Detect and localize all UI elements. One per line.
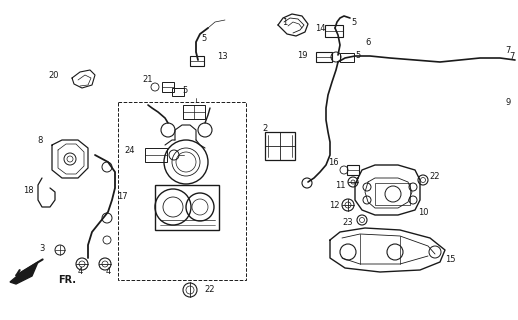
Text: 2: 2 xyxy=(263,124,268,132)
Text: 4: 4 xyxy=(105,268,111,276)
Text: 10: 10 xyxy=(418,207,428,217)
Text: 18: 18 xyxy=(23,186,33,195)
Bar xyxy=(118,102,246,280)
Text: 22: 22 xyxy=(205,285,215,294)
Text: 8: 8 xyxy=(37,135,42,145)
Text: 9: 9 xyxy=(506,98,511,107)
Text: 24: 24 xyxy=(125,146,135,155)
Text: 5: 5 xyxy=(182,85,188,94)
Bar xyxy=(172,88,184,96)
Text: 3: 3 xyxy=(39,244,45,252)
Bar xyxy=(183,105,205,119)
Bar xyxy=(265,132,295,160)
Text: 21: 21 xyxy=(143,75,153,84)
Text: 14: 14 xyxy=(315,23,325,33)
Text: 5: 5 xyxy=(351,18,356,27)
Text: 7: 7 xyxy=(509,52,515,60)
Text: 1: 1 xyxy=(282,18,287,27)
Bar xyxy=(162,82,174,92)
Text: 4: 4 xyxy=(77,268,83,276)
Text: FR.: FR. xyxy=(58,275,76,285)
Text: 6: 6 xyxy=(365,37,371,46)
Text: 20: 20 xyxy=(49,70,59,79)
Bar xyxy=(316,52,332,62)
Text: 7: 7 xyxy=(506,45,511,54)
Bar xyxy=(340,53,354,62)
Bar xyxy=(190,56,204,66)
Polygon shape xyxy=(10,262,38,284)
Text: 12: 12 xyxy=(329,201,339,210)
Text: 5: 5 xyxy=(202,34,207,43)
Text: 17: 17 xyxy=(117,191,127,201)
Text: 23: 23 xyxy=(343,218,353,227)
Bar xyxy=(155,185,219,230)
Text: 11: 11 xyxy=(335,180,346,189)
Text: 16: 16 xyxy=(328,157,338,166)
Text: 5: 5 xyxy=(355,51,361,60)
Bar xyxy=(325,25,343,37)
Bar xyxy=(347,165,359,175)
Bar xyxy=(145,148,167,162)
Text: 13: 13 xyxy=(217,52,227,60)
Bar xyxy=(375,183,410,205)
Text: 19: 19 xyxy=(297,51,307,60)
Text: 22: 22 xyxy=(430,172,440,180)
Text: 15: 15 xyxy=(445,255,455,265)
